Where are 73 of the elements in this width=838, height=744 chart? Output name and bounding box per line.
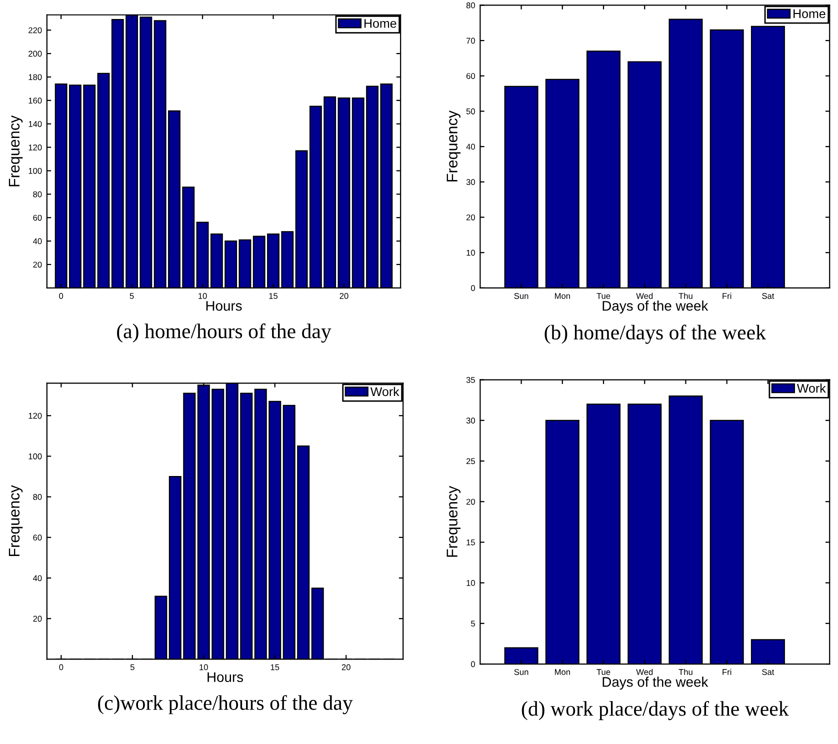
y-tick-label: 50 [466,108,475,114]
y-tick-label: 35 [466,377,475,383]
y-tick-label: 10 [466,250,475,256]
x-axis-title: Hours [206,301,242,311]
x-tick-label: Fri [722,292,732,299]
x-tick-label: 10 [198,293,207,299]
x-tick-label: Mon [554,669,570,675]
y-tick-label: 20 [466,214,475,220]
x-tick-label: 0 [59,664,64,670]
x-tick-label: Sat [762,669,774,675]
legend-label: Work [796,384,826,393]
x-tick-label: 10 [200,664,208,670]
y-tick-label: 40 [32,575,42,582]
x-axis-title: Hours [208,672,244,682]
x-tick-label: Sun [514,669,528,675]
y-tick-label: 80 [33,191,42,198]
x-axis-title: Days of the week [602,300,708,314]
x-tick-label: 5 [130,664,134,670]
x-tick-label: Fri [722,668,732,675]
legend-label: Home [794,9,826,18]
y-tick-label: 220 [28,27,42,34]
legend-label: Home [364,19,396,28]
y-tick-label: 15 [466,540,475,546]
text: (a) home/hours of the day [117,323,332,343]
x-tick-label: 20 [342,664,350,670]
y-axis-title: Frequency [8,115,23,186]
x-tick-label: Thu [678,292,692,299]
y-tick-label: 80 [466,2,475,8]
text: (d) work place/days of the week [522,700,789,720]
y-tick-label: 160 [28,98,42,104]
y-tick-label: 30 [466,179,475,186]
x-tick-label: 20 [340,293,348,299]
y-tick-label: 0 [471,285,475,292]
y-axis-title: Frequency [446,110,460,182]
y-axis-title: Frequency [8,485,23,556]
x-tick-label: 15 [270,664,280,670]
x-axis-title: Days of the week [602,676,708,690]
y-tick-label: 20 [33,262,42,268]
y-tick-label: 10 [466,580,475,586]
y-tick-label: 70 [466,38,475,44]
x-tick-label: Wed [636,292,653,299]
x-tick-label: Mon [554,293,570,299]
y-tick-label: 60 [33,214,42,221]
y-tick-label: 100 [28,453,42,460]
y-tick-label: 180 [28,74,42,80]
y-tick-label: 100 [28,168,42,174]
y-tick-label: 40 [466,144,475,150]
x-tick-label: 5 [130,293,134,299]
x-tick-label: 15 [269,293,278,299]
y-axis-title: Frequency [446,486,460,557]
y-tick-label: 20 [33,616,42,622]
text: (b) home/days of the week [544,324,766,344]
x-tick-label: Tue [596,293,610,299]
x-tick-label: Thu [678,668,692,675]
x-tick-label: Sat [762,293,774,299]
y-tick-label: 40 [32,238,42,244]
y-tick-label: 80 [33,494,42,500]
y-tick-label: 200 [28,50,42,57]
y-tick-label: 140 [28,121,42,127]
x-tick-label: Sun [514,293,528,299]
y-tick-label: 60 [33,534,42,541]
y-tick-label: 120 [28,412,42,419]
x-tick-label: 0 [59,293,64,299]
legend-label: Work [370,386,400,396]
y-tick-label: 20 [466,498,475,505]
x-tick-label: Wed [636,668,653,675]
y-tick-label: 25 [466,458,475,464]
y-tick-label: 5 [471,620,475,627]
text: (c)work place/hours of the day [98,695,353,714]
y-tick-label: 120 [28,144,42,150]
y-tick-label: 60 [466,73,475,79]
y-tick-label: 30 [466,418,475,424]
x-tick-label: Tue [596,669,610,675]
